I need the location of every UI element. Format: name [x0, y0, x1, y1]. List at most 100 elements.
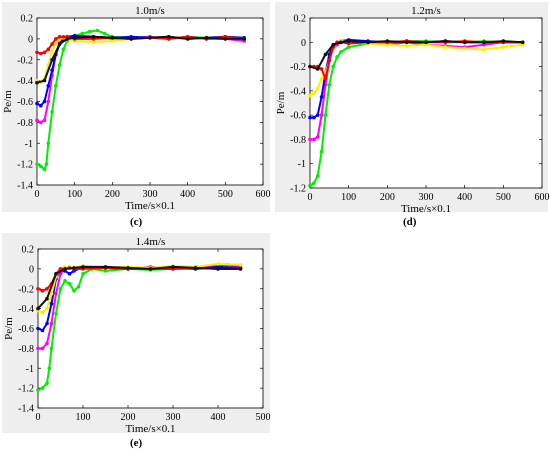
- data-point-d-0: [327, 83, 332, 87]
- x-tick-label-e: 300: [166, 412, 181, 423]
- subfigure-caption-d: (d): [403, 216, 417, 228]
- data-point-e-0: [49, 346, 54, 351]
- y-axis-label-e: Pe/m: [3, 317, 15, 340]
- data-point-e-2: [49, 301, 54, 306]
- data-point-d-0: [339, 50, 343, 54]
- data-point-c-4: [42, 50, 47, 55]
- data-point-c-0: [95, 28, 100, 33]
- y-tick-label-e: -1.2: [18, 384, 34, 395]
- y-tick-label-d: -0.6: [290, 111, 306, 122]
- y-axis-label-c: Pe/m: [2, 90, 14, 113]
- data-point-c-2: [50, 68, 54, 72]
- data-point-c-5: [57, 42, 62, 46]
- y-tick-label-d: -1: [298, 159, 306, 170]
- data-point-e-0: [81, 272, 85, 276]
- data-point-e-0: [45, 381, 49, 386]
- data-point-d-5: [424, 40, 428, 45]
- data-point-d-0: [315, 174, 320, 178]
- data-point-e-3: [45, 306, 49, 311]
- chart-title-d: 1.2m/s: [411, 5, 441, 17]
- y-tick-label-c: -0.8: [17, 118, 33, 129]
- data-point-c-4: [46, 47, 51, 52]
- data-point-d-0: [335, 55, 339, 59]
- y-tick-label-c: -1.2: [17, 160, 33, 171]
- x-tick-label-c: 400: [180, 189, 195, 200]
- data-point-d-2: [308, 115, 312, 120]
- y-tick-label-c: -1: [25, 139, 33, 150]
- data-point-e-5: [36, 306, 40, 311]
- y-tick-label-c: 0.2: [21, 14, 34, 25]
- data-point-e-5: [238, 267, 243, 271]
- data-point-d-5: [339, 40, 343, 45]
- data-point-c-0: [42, 167, 47, 172]
- data-point-e-0: [63, 279, 67, 283]
- x-tick-label-c: 500: [218, 189, 233, 200]
- data-point-e-2: [67, 272, 72, 276]
- y-tick-label-c: 0: [28, 34, 33, 45]
- data-point-d-2: [319, 95, 324, 99]
- data-point-e-5: [216, 267, 220, 271]
- data-point-e-0: [36, 388, 40, 392]
- data-point-e-5: [193, 266, 198, 270]
- data-point-c-5: [50, 58, 54, 62]
- data-point-e-4: [45, 287, 49, 291]
- data-point-c-2: [35, 101, 39, 106]
- x-tick-label-c: 600: [256, 189, 271, 200]
- data-point-c-5: [242, 37, 246, 41]
- data-point-d-0: [346, 45, 351, 49]
- data-point-d-5: [315, 67, 320, 71]
- data-point-d-4: [327, 58, 332, 63]
- y-tick-label-d: -1.2: [290, 184, 306, 195]
- data-point-c-0: [35, 162, 39, 166]
- data-point-c-0: [44, 162, 49, 166]
- x-tick-label-d: 200: [380, 192, 395, 203]
- x-tick-label-e: 200: [121, 412, 136, 423]
- data-point-c-0: [87, 29, 92, 34]
- data-point-d-0: [323, 113, 328, 117]
- data-point-e-3: [40, 310, 45, 315]
- data-point-d-5: [331, 42, 336, 47]
- data-point-d-5: [308, 64, 312, 69]
- data-point-e-1: [49, 321, 54, 326]
- data-point-e-1: [45, 341, 49, 346]
- series-group-e: [36, 262, 243, 392]
- plot-area-c: [36, 17, 264, 186]
- data-point-c-0: [80, 31, 84, 36]
- y-tick-label-e: -0.2: [18, 284, 34, 295]
- data-point-e-2: [36, 326, 40, 331]
- data-point-d-5: [323, 52, 328, 57]
- y-tick-label-d: 0.2: [294, 14, 307, 25]
- data-point-d-5: [385, 39, 390, 43]
- data-point-d-3: [462, 46, 467, 51]
- data-point-e-2: [45, 321, 49, 326]
- x-tick-label-c: 200: [105, 189, 120, 200]
- data-point-c-0: [54, 84, 58, 88]
- data-point-c-5: [185, 37, 190, 41]
- data-point-e-0: [76, 285, 81, 289]
- x-tick-label-d: 300: [419, 192, 434, 203]
- series-group-c: [35, 28, 246, 172]
- data-point-d-3: [404, 44, 409, 48]
- data-point-c-4: [50, 42, 54, 46]
- y-tick-label-c: -0.6: [17, 97, 33, 108]
- data-point-d-0: [331, 64, 336, 69]
- data-point-e-4: [40, 288, 45, 293]
- x-tick-label-d: 400: [457, 192, 472, 203]
- data-point-c-5: [110, 36, 115, 40]
- data-point-d-3: [308, 93, 312, 98]
- data-point-d-5: [404, 40, 409, 45]
- data-point-d-2: [315, 113, 320, 117]
- data-point-c-2: [39, 103, 43, 108]
- data-point-c-0: [57, 63, 62, 67]
- data-point-d-2: [312, 115, 316, 120]
- data-point-c-4: [39, 51, 43, 56]
- data-point-d-5: [520, 40, 525, 45]
- data-point-c-0: [103, 31, 107, 36]
- data-point-d-5: [501, 39, 506, 43]
- subfigure-caption-e: (e): [130, 437, 143, 449]
- data-point-c-2: [42, 99, 47, 104]
- data-point-e-3: [49, 291, 54, 296]
- data-point-e-5: [126, 266, 130, 270]
- y-tick-label-e: 0: [29, 264, 34, 275]
- data-point-c-5: [167, 35, 171, 39]
